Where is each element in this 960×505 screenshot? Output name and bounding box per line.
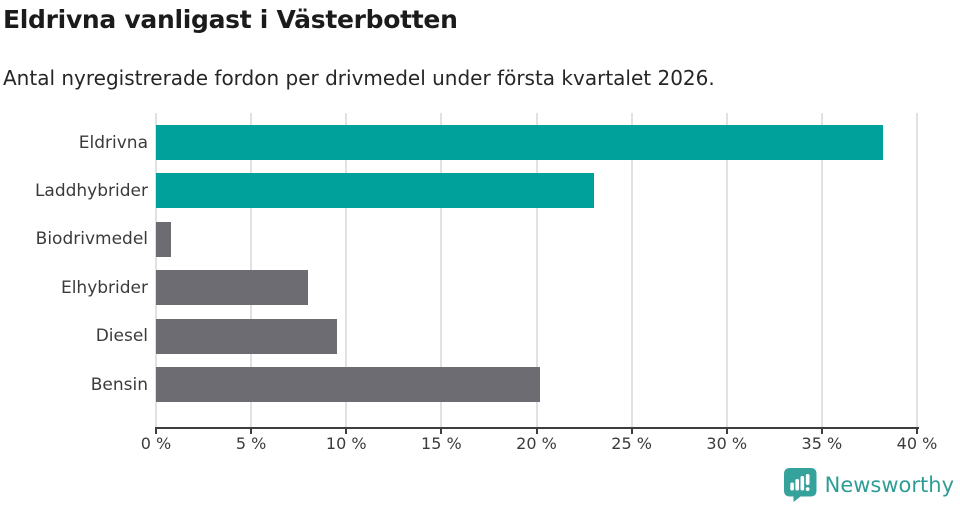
x-tick-label: 30 % bbox=[706, 434, 748, 453]
x-tick-mark bbox=[630, 429, 633, 434]
y-axis-label: Bensin bbox=[90, 374, 148, 395]
y-axis-label: Laddhybrider bbox=[34, 180, 148, 201]
x-axis-line bbox=[155, 427, 919, 429]
y-axis-label: Biodrivmedel bbox=[35, 229, 148, 250]
chart-title: Eldrivna vanligast i Västerbotten bbox=[3, 5, 458, 34]
x-tick-mark bbox=[535, 429, 538, 434]
x-tick-label: 35 % bbox=[801, 434, 843, 453]
gridline bbox=[345, 113, 348, 428]
x-tick-mark bbox=[725, 429, 728, 434]
x-tick-mark bbox=[345, 429, 348, 434]
gridline bbox=[440, 113, 443, 428]
x-tick-mark bbox=[250, 429, 253, 434]
chart-subtitle: Antal nyregistrerade fordon per drivmede… bbox=[3, 66, 715, 90]
bar-biodrivmedel bbox=[156, 221, 172, 257]
gridline bbox=[725, 113, 728, 428]
gridline bbox=[535, 113, 538, 428]
x-tick-label: 20 % bbox=[516, 434, 557, 453]
x-tick-label: 15 % bbox=[421, 434, 462, 453]
gridline bbox=[820, 113, 823, 428]
newsworthy-wordmark: Newsworthy bbox=[824, 473, 954, 497]
x-tick-mark bbox=[820, 429, 823, 434]
bar-bensin bbox=[156, 367, 541, 402]
x-tick-mark bbox=[155, 429, 157, 434]
x-tick-label: 0 % bbox=[140, 434, 172, 453]
gridline bbox=[916, 113, 918, 428]
bar-elhybrider bbox=[156, 270, 309, 306]
y-axis-label: Eldrivna bbox=[78, 132, 148, 153]
newsworthy-icon bbox=[783, 468, 817, 502]
bar-eldrivna bbox=[156, 125, 883, 160]
y-axis-label: Elhybrider bbox=[60, 277, 148, 298]
x-tick-label: 40 % bbox=[896, 434, 938, 453]
bar-diesel bbox=[156, 318, 337, 354]
x-tick-mark bbox=[440, 429, 443, 434]
x-tick-label: 10 % bbox=[325, 434, 367, 453]
newsworthy-logo[interactable]: Newsworthy bbox=[783, 468, 954, 502]
x-tick-label: 5 % bbox=[235, 434, 267, 453]
x-tick-mark bbox=[916, 429, 918, 434]
x-tick-label: 25 % bbox=[611, 434, 652, 453]
bar-laddhybrider bbox=[156, 173, 594, 209]
gridline bbox=[630, 113, 633, 428]
y-axis-label: Diesel bbox=[95, 326, 148, 347]
